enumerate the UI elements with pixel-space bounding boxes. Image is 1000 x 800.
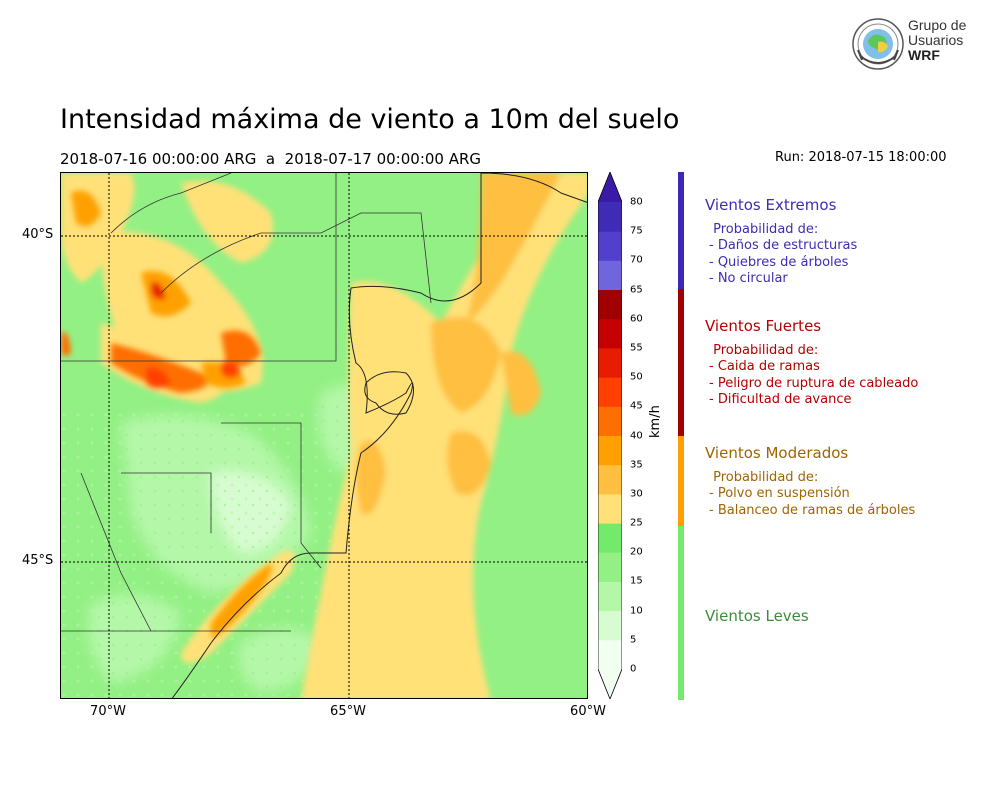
globe-seal-icon (852, 18, 904, 70)
chart-title: Intensidad máxima de viento a 10m del su… (60, 104, 680, 135)
colorbar-band-25 (598, 493, 622, 524)
colorbar-band-20 (598, 523, 622, 553)
logo-line1: Grupo de (908, 17, 967, 33)
colorbar-tick-55: 55 (630, 342, 643, 354)
boundaries (61, 173, 432, 632)
colorbar-extend-max (598, 172, 622, 202)
wind-field-svg (61, 173, 587, 698)
valid-period: 2018-07-16 00:00:00 ARG a 2018-07-17 00:… (60, 150, 482, 168)
run-label: Run: 2018-07-15 18:00:00 (775, 150, 947, 165)
colorbar-band-10 (598, 581, 622, 612)
category-description-line: - Polvo en suspensión (709, 486, 850, 502)
wrf-logo: Grupo de Usuarios WRF (850, 16, 970, 72)
colorbar-tick-70: 70 (630, 254, 643, 266)
lat-label-45s: 45°S (22, 553, 54, 568)
colorbar-tick-65: 65 (630, 284, 643, 296)
valdes-peninsula (364, 371, 414, 415)
lat-label-40s: 40°S (22, 227, 54, 242)
category-title: Vientos Extremos (705, 196, 837, 214)
colorbar-band-5 (598, 610, 622, 641)
colorbar-band-45 (598, 377, 622, 407)
colorbar-band-30 (598, 464, 622, 495)
colorbar-band-55 (598, 318, 622, 349)
category-title: Vientos Fuertes (705, 317, 822, 335)
category-bar-0 (678, 172, 684, 289)
colorbar-tick-10: 10 (630, 605, 643, 617)
category-description-line: Probabilidad de: (709, 222, 819, 237)
category-title: Vientos Leves (705, 607, 809, 625)
logo-line2: Usuarios (908, 32, 964, 48)
colorbar-tick-30: 30 (630, 488, 643, 500)
category-title: Vientos Moderados (705, 444, 849, 462)
colorbar-tick-40: 40 (630, 430, 643, 441)
lon-label-60w: 60°W (570, 704, 606, 719)
colorbar-unit: km/h (648, 405, 663, 438)
strong-wind-zones (61, 190, 272, 638)
colorbar-tick-60: 60 (630, 313, 643, 325)
lon-label-70w: 70°W (90, 704, 126, 719)
category-bar-1 (678, 289, 684, 436)
colorbar-extend-min (598, 669, 622, 699)
colorbar-tick-45: 45 (630, 400, 643, 412)
colorbar (598, 172, 622, 699)
colorbar-band-65 (598, 260, 622, 291)
logo-text: Grupo de Usuarios WRF (908, 18, 966, 63)
graticule (61, 173, 587, 698)
colorbar-tick-5: 5 (630, 634, 637, 646)
colorbar-tick-25: 25 (630, 517, 643, 529)
colorbar-band-0 (598, 639, 622, 670)
colorbar-tick-35: 35 (630, 459, 643, 471)
category-description-line: - Caida de ramas (709, 359, 820, 375)
colorbar-band-50 (598, 347, 622, 378)
colorbar-tick-0: 0 (630, 663, 637, 675)
category-description-line: - Quiebres de árboles (709, 254, 849, 270)
lon-label-65w: 65°W (330, 704, 366, 719)
colorbar-band-60 (598, 289, 622, 320)
colorbar-band-75 (598, 202, 622, 232)
colorbar-band-40 (598, 406, 622, 436)
category-description-line: - Dificultad de avance (709, 392, 852, 408)
category-description: Probabilidad de: - Caida de ramas - Peligr… (709, 343, 918, 409)
colorbar-band-15 (598, 552, 622, 582)
colorbar-tick-50: 50 (630, 371, 643, 383)
category-bar-3 (678, 526, 684, 700)
category-description: Probabilidad de: - Polvo en suspensión - B… (709, 470, 915, 519)
colorbar-band-35 (598, 435, 622, 466)
wind-map (60, 172, 588, 699)
category-description-line: - No circular (709, 271, 788, 287)
colorbar-tick-75: 75 (630, 225, 643, 237)
colorbar-tick-15: 15 (630, 575, 643, 587)
category-description-line: - Peligro de ruptura de cableado (709, 375, 919, 391)
category-description-line: - Daños de estructuras (709, 238, 858, 254)
category-description: Probabilidad de: - Daños de estructuras - … (709, 222, 857, 288)
colorbar-band-70 (598, 231, 622, 261)
category-bar-2 (678, 436, 684, 526)
category-description-line: Probabilidad de: (709, 343, 819, 358)
colorbar-tick-80: 80 (630, 196, 643, 208)
category-description-line: - Balanceo de ramas de árboles (709, 502, 916, 518)
logo-line3: WRF (908, 47, 940, 63)
colorbar-tick-20: 20 (630, 546, 643, 558)
category-description-line: Probabilidad de: (709, 470, 819, 485)
